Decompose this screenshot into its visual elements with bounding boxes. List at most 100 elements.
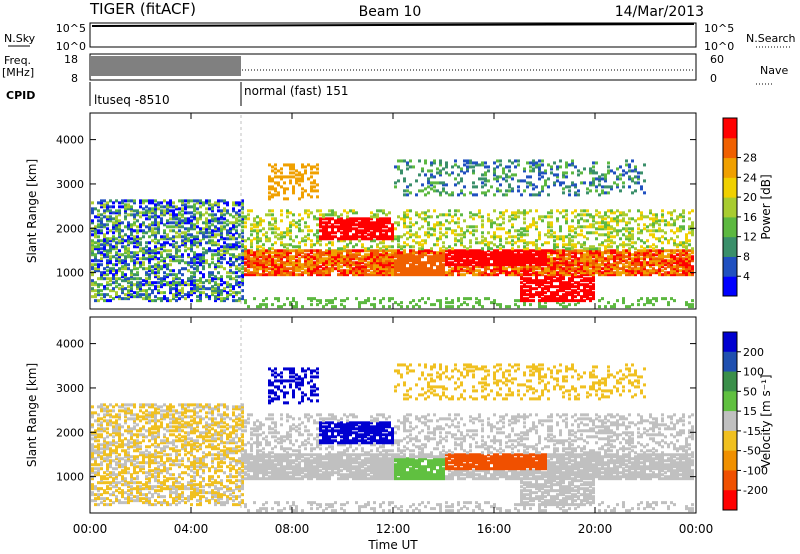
power-cell [382,271,385,275]
power-cell [580,267,583,271]
power-cell [244,245,247,249]
power-cell [466,165,469,169]
power-cell [574,303,577,307]
power-cell [151,215,154,219]
power-cell [604,217,607,221]
power-cell [346,237,349,241]
power-cell [301,267,304,271]
power-cell [118,249,121,253]
power-cell [121,253,124,257]
power-cell [346,253,349,257]
power-cell [184,241,187,245]
power-cell [520,193,523,197]
power-cell [508,183,511,187]
power-cell [199,259,202,263]
power-cell [193,227,196,231]
power-cell [586,209,589,213]
power-cell [220,217,223,221]
power-cell [568,285,571,289]
power-cell [457,225,460,229]
power-cell [433,209,436,213]
power-cell [139,263,142,267]
power-cell [160,291,163,295]
power-cell [124,225,127,229]
power-cell [544,279,547,283]
power-cell [109,243,112,247]
power-cell [166,255,169,259]
power-cell [562,275,565,279]
power-cell [202,265,205,269]
power-cell [454,251,457,255]
power-cell [343,209,346,213]
power-cell [103,203,106,207]
power-cell [133,223,136,227]
power-cell [178,233,181,237]
power-cell [385,219,388,223]
power-cell [148,223,151,227]
power-cell [328,263,331,267]
power-cell [298,269,301,273]
power-cell [559,275,562,279]
power-cell [304,255,307,259]
power-cell [523,293,526,297]
power-cell [445,255,448,259]
power-cell [349,229,352,233]
power-cell [418,305,421,309]
power-cell [256,223,259,227]
power-cell [103,287,106,291]
power-cell [166,225,169,229]
power-cell [340,219,343,223]
power-cell [562,259,565,263]
power-cell [274,271,277,275]
power-cell [268,223,271,227]
power-cell [499,305,502,309]
power-cell [91,281,94,285]
power-cell [460,189,463,193]
power-cell [193,281,196,285]
power-cell [214,265,217,269]
power-cell [145,241,148,245]
power-cell [382,251,385,255]
power-cell [298,245,301,249]
power-cell [397,269,400,273]
power-cell [475,261,478,265]
beam-label: Beam 10 [359,4,422,20]
power-cell [580,225,583,229]
power-cell [103,223,106,227]
power-cell [553,259,556,263]
power-cell [532,255,535,259]
power-cell [223,267,226,271]
power-cell [310,229,313,233]
power-cell [490,269,493,273]
power-cell [406,215,409,219]
power-cell [196,295,199,299]
power-cell [637,259,640,263]
power-cell [628,185,631,189]
power-cell [232,221,235,225]
power-cell [604,247,607,251]
power-cell [220,279,223,283]
power-cell [625,221,628,225]
power-cell [361,245,364,249]
power-cell [466,269,469,273]
power-cell [340,227,343,231]
power-cell [625,171,628,175]
power-cell [160,299,163,303]
power-cell [274,187,277,191]
power-cell [271,267,274,271]
power-cell [358,263,361,267]
power-cell [400,251,403,255]
power-cell [208,249,211,253]
power-cell [208,271,211,275]
power-cell [241,235,244,239]
power-cell [427,261,430,265]
power-cell [340,303,343,307]
power-cell [487,231,490,235]
power-cell [496,261,499,265]
power-cell [394,261,397,265]
power-cell [310,267,313,271]
power-cell [484,263,487,267]
power-cell [118,231,121,235]
power-cell [553,235,556,239]
power-cell [235,213,238,217]
